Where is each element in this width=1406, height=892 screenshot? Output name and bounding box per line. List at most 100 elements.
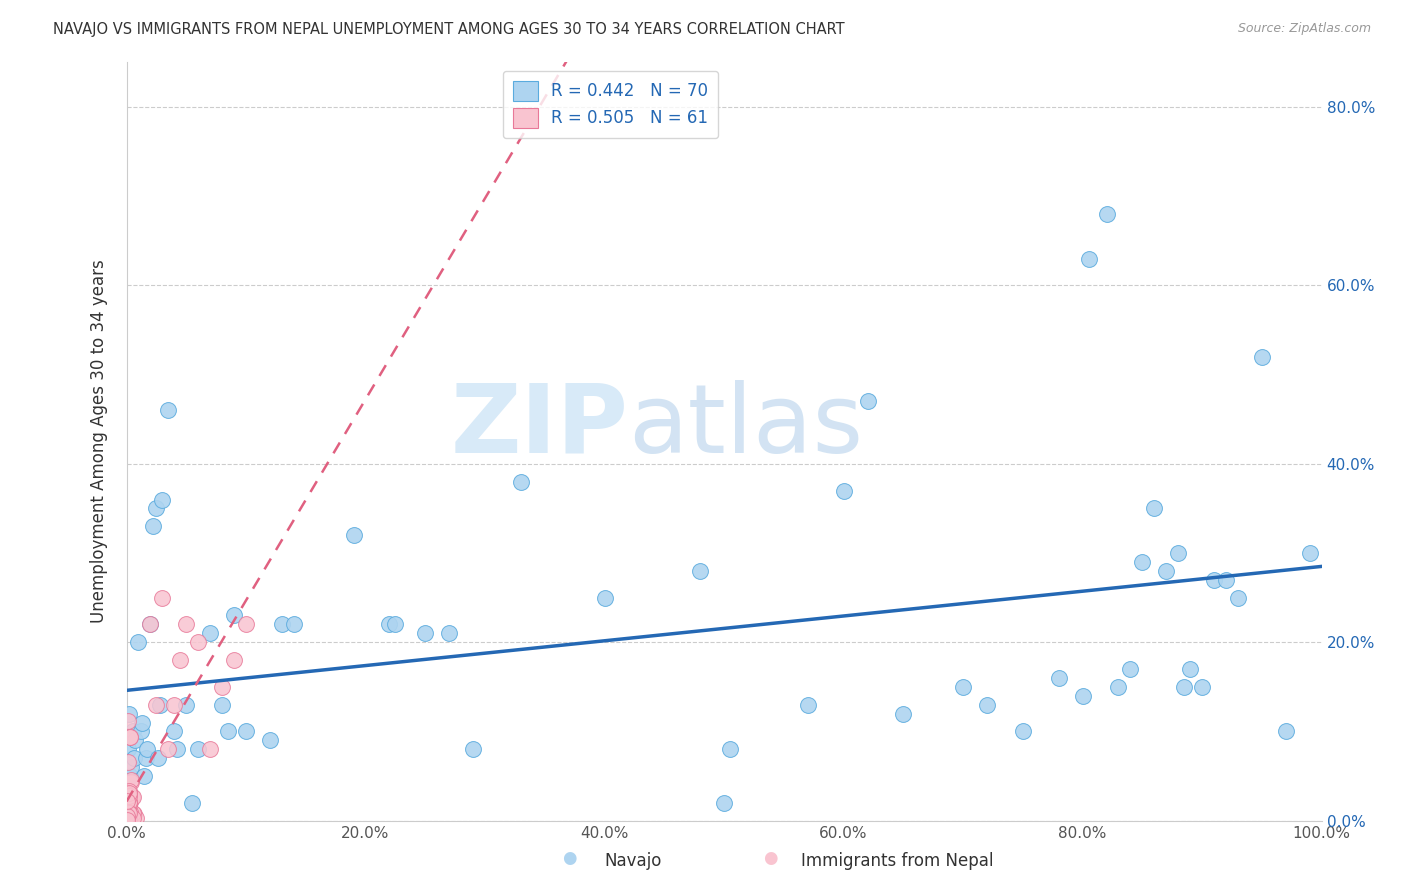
Point (1108, 680, 1130, 694)
Point (120, 773, 142, 788)
Point (124, 733, 146, 747)
Point (117, 811, 139, 825)
Point (120, 807, 142, 822)
Point (118, 808, 141, 822)
Point (117, 811, 139, 825)
Point (1173, 680, 1195, 694)
Point (118, 795, 141, 809)
Point (118, 801, 141, 815)
Point (118, 786, 141, 800)
Point (1226, 591, 1249, 605)
Point (142, 519, 165, 533)
Text: NAVAJO VS IMMIGRANTS FROM NEPAL UNEMPLOYMENT AMONG AGES 30 TO 34 YEARS CORRELATI: NAVAJO VS IMMIGRANTS FROM NEPAL UNEMPLOY… (53, 22, 845, 37)
Point (118, 805, 141, 820)
Point (378, 617, 401, 632)
Point (120, 775, 142, 789)
Point (283, 617, 305, 632)
Point (117, 811, 139, 825)
Point (149, 698, 172, 712)
Point (1298, 546, 1320, 560)
Point (235, 724, 257, 739)
Point (120, 805, 142, 819)
Point (117, 811, 139, 825)
Point (117, 810, 139, 824)
Point (129, 724, 152, 739)
Point (157, 742, 180, 756)
Point (118, 797, 141, 811)
Point (211, 680, 233, 694)
Point (217, 724, 239, 739)
Text: Source: ZipAtlas.com: Source: ZipAtlas.com (1237, 22, 1371, 36)
Point (118, 795, 141, 809)
Point (117, 804, 139, 818)
Point (1215, 573, 1237, 587)
Point (117, 812, 139, 826)
Point (1047, 671, 1070, 685)
Point (117, 714, 139, 729)
Point (120, 730, 142, 744)
Point (163, 698, 186, 712)
Point (856, 394, 879, 409)
Point (163, 724, 186, 739)
Point (1077, 252, 1099, 266)
Point (115, 788, 138, 802)
Point (187, 742, 209, 756)
Point (150, 492, 174, 507)
Point (121, 724, 143, 739)
Point (1143, 501, 1166, 516)
Point (115, 809, 138, 823)
Point (343, 528, 366, 542)
Point (117, 805, 139, 819)
Point (1071, 689, 1094, 703)
Point (115, 794, 138, 808)
Point (270, 617, 294, 632)
Point (1130, 555, 1153, 569)
Point (118, 795, 141, 809)
Text: ●: ● (562, 849, 576, 867)
Point (139, 617, 162, 632)
Point (187, 635, 209, 649)
Point (117, 813, 139, 827)
Point (115, 813, 138, 827)
Point (211, 698, 233, 712)
Point (891, 706, 914, 721)
Point (117, 742, 139, 756)
Text: atlas: atlas (628, 380, 863, 473)
Point (384, 617, 406, 632)
Point (713, 796, 735, 810)
Point (146, 751, 169, 765)
Point (117, 802, 139, 816)
Point (145, 698, 167, 712)
Legend: R = 0.442   N = 70, R = 0.505   N = 61: R = 0.442 N = 70, R = 0.505 N = 61 (503, 70, 718, 138)
Point (593, 591, 616, 605)
Point (413, 626, 436, 640)
Text: ●: ● (763, 849, 778, 867)
Point (124, 807, 146, 822)
Point (122, 812, 145, 826)
Point (461, 742, 484, 756)
Point (117, 799, 139, 814)
Point (1167, 546, 1189, 560)
Point (1202, 573, 1225, 587)
Point (122, 751, 145, 765)
Point (235, 617, 257, 632)
Point (952, 680, 974, 694)
Point (181, 796, 204, 810)
Point (1119, 662, 1142, 676)
Point (118, 789, 141, 803)
Point (689, 564, 711, 578)
Point (115, 810, 138, 824)
Point (139, 617, 162, 632)
Point (117, 755, 139, 769)
Point (118, 806, 141, 821)
Point (115, 809, 138, 823)
Point (134, 769, 156, 783)
Point (115, 810, 138, 824)
Point (200, 626, 222, 640)
Point (121, 789, 143, 804)
Point (135, 742, 157, 756)
Point (125, 811, 148, 825)
Text: ZIP: ZIP (450, 380, 628, 473)
Point (120, 760, 142, 774)
Point (118, 783, 141, 797)
